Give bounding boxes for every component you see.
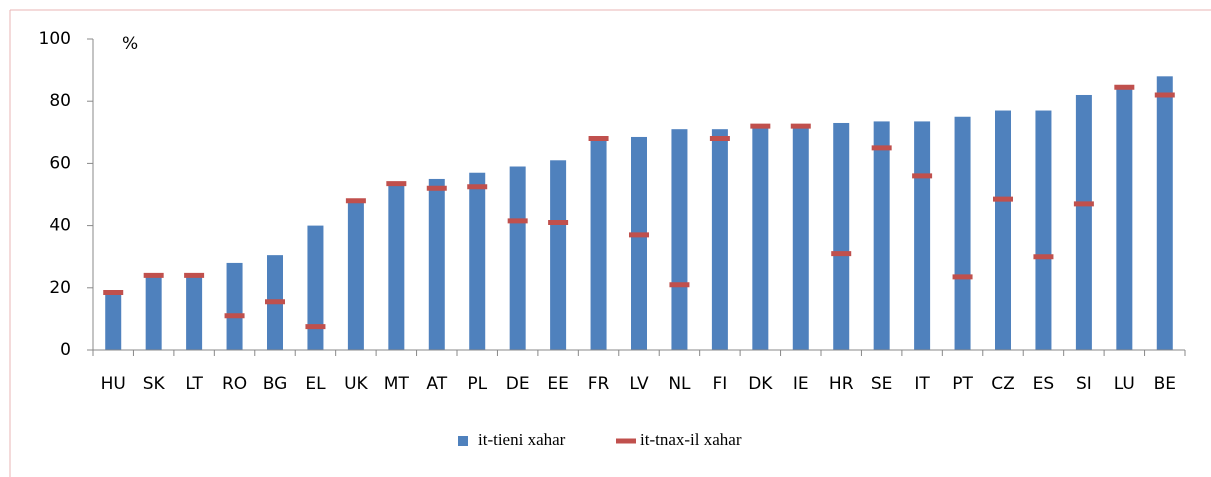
bar	[873, 121, 890, 350]
bar	[914, 121, 931, 350]
x-tick-label: PL	[467, 374, 487, 394]
bar	[1116, 88, 1133, 350]
bar	[509, 166, 526, 350]
bar	[226, 262, 243, 350]
bar	[145, 275, 162, 350]
bar	[954, 116, 971, 350]
x-tick-label: LT	[185, 374, 203, 394]
y-tick-label: 80	[49, 91, 71, 111]
y-tick-label: 60	[49, 153, 71, 173]
bar	[428, 178, 445, 350]
x-tick-label: IT	[914, 374, 930, 394]
bar	[792, 126, 809, 350]
x-tick-label: EL	[305, 374, 326, 394]
bar	[105, 294, 122, 350]
bar	[671, 129, 688, 350]
bar	[1075, 94, 1092, 350]
bar	[388, 182, 405, 350]
x-tick-label: FR	[588, 374, 610, 394]
legend-label: it-tieni xahar	[478, 430, 566, 449]
bar	[752, 126, 769, 350]
x-tick-label: SK	[143, 374, 166, 394]
x-tick-label: FI	[712, 374, 727, 394]
x-tick-label: EE	[547, 374, 568, 394]
x-tick-label: SI	[1076, 374, 1092, 394]
x-tick-label: HU	[101, 374, 126, 394]
y-tick-label: 20	[49, 278, 71, 298]
x-tick-label: BG	[263, 374, 288, 394]
x-tick-label: ES	[1033, 374, 1055, 394]
bar	[833, 122, 850, 350]
bar	[550, 160, 567, 350]
x-tick-label: CZ	[991, 374, 1015, 394]
bar	[590, 136, 607, 350]
x-tick-label: PT	[952, 374, 973, 394]
y-tick-label: 0	[60, 340, 71, 360]
x-tick-label: LU	[1114, 374, 1135, 394]
x-tick-label: SE	[871, 374, 893, 394]
bar	[995, 110, 1011, 350]
x-tick-label: DE	[506, 374, 530, 394]
bar	[1035, 110, 1052, 350]
legend-swatch	[458, 436, 468, 446]
bar	[469, 172, 486, 350]
y-unit: %	[122, 34, 138, 54]
bar	[631, 136, 647, 350]
y-tick-label: 40	[49, 216, 71, 236]
x-tick-label: NL	[668, 374, 691, 394]
x-tick-label: IE	[793, 374, 809, 394]
x-tick-label: LV	[629, 374, 649, 394]
x-tick-label: MT	[384, 374, 410, 394]
bar	[307, 225, 324, 350]
x-tick-label: HR	[829, 374, 854, 394]
x-tick-label: AT	[426, 374, 447, 394]
y-tick-label: 100	[39, 29, 71, 49]
legend-label: it-tnax-il xahar	[640, 430, 742, 449]
x-tick-label: UK	[344, 374, 368, 394]
bar	[1156, 76, 1173, 350]
bar	[186, 275, 203, 350]
x-tick-label: BE	[1154, 374, 1176, 394]
x-tick-label: RO	[222, 374, 247, 394]
x-tick-label: DK	[748, 374, 773, 394]
bar	[711, 129, 728, 350]
bar	[347, 200, 364, 350]
